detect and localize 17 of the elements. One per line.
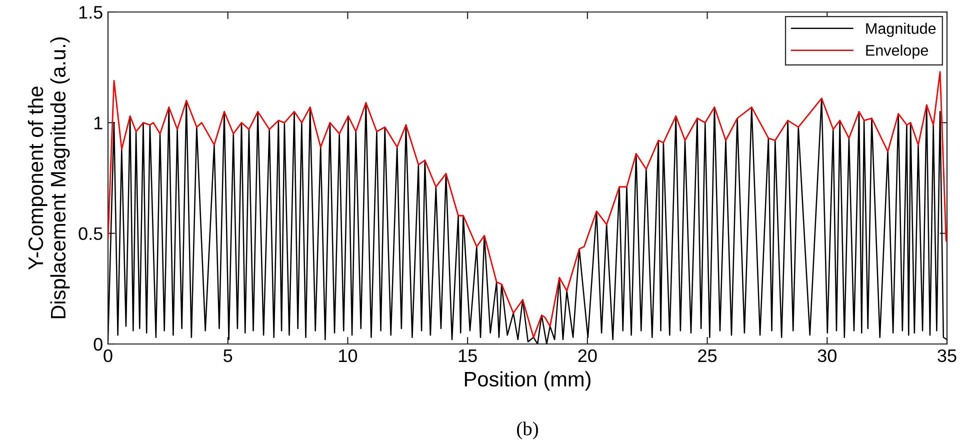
y-tick-label: 0: [94, 338, 102, 351]
x-tick-label: 35: [938, 349, 956, 362]
legend-label: Magnitude: [866, 22, 936, 37]
x-tick-label: 5: [224, 350, 232, 362]
x-axis-title: Position (mm): [464, 371, 590, 391]
x-tick-label: 20: [578, 349, 597, 362]
y-tick-label: 1: [94, 116, 102, 130]
y-axis-title: Y-Component of the Displacement Magnitude (a.u.): [28, 37, 70, 318]
legend-label: Envelope: [866, 44, 928, 59]
x-tick-label: 15: [458, 350, 477, 362]
x-tick-label: 10: [339, 349, 358, 362]
x-tick-label: 25: [698, 349, 717, 362]
y-tick-label: 1.5: [79, 6, 102, 19]
y-tick-label: 0.5: [78, 227, 102, 240]
x-tick-label: 30: [818, 349, 836, 362]
x-tick-label: 0: [104, 349, 112, 362]
text: (b): [517, 422, 538, 440]
